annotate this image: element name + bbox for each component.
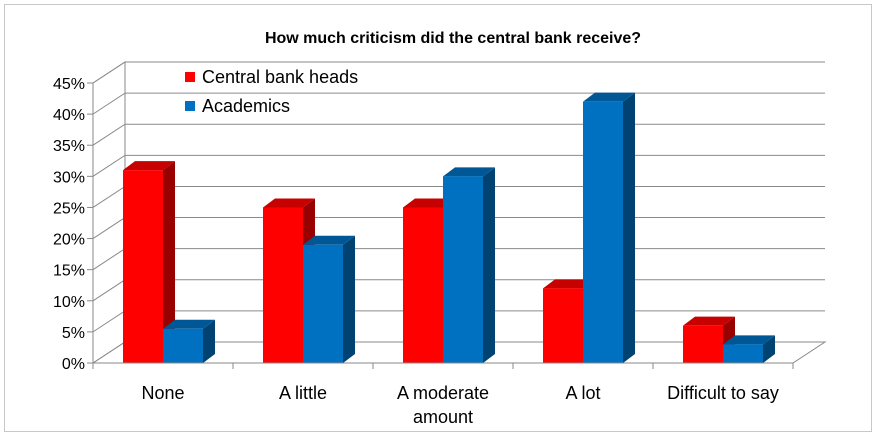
y-tick-label: 30% [53, 169, 85, 186]
y-axis: 0% 5% 10% 15% 20% 25% 30% 35% 40% 45% [53, 76, 94, 373]
x-tick-label-line: A moderate [397, 383, 489, 403]
y-tick-label: 10% [53, 294, 85, 311]
bar-front [123, 170, 163, 363]
x-tick-label: None [141, 383, 184, 403]
x-tick-label-line: Difficult to say [667, 383, 779, 403]
legend-label: Academics [202, 96, 290, 116]
bar [303, 235, 355, 363]
x-tick-label-line: A lot [565, 383, 600, 403]
x-tick-label: A little [279, 383, 327, 403]
bar [443, 167, 495, 363]
legend: Central bank heads Academics [185, 67, 358, 116]
bar [163, 319, 215, 363]
bar [123, 161, 175, 363]
x-tick-label: A lot [565, 383, 600, 403]
y-tick-label: 20% [53, 232, 85, 249]
bar-chart: How much criticism did the central bank … [53, 30, 827, 427]
y-tick-label: 25% [53, 200, 85, 217]
bar-front [543, 288, 583, 363]
bar-top [403, 198, 455, 208]
x-tick-label: A moderate amount [397, 383, 489, 427]
bar [683, 316, 735, 363]
y-tick-label: 5% [62, 325, 85, 342]
bar-front [683, 325, 723, 363]
bar-front [163, 328, 203, 363]
gridline [92, 92, 825, 115]
bar-top [263, 198, 315, 208]
bar [583, 92, 635, 364]
bar-front [403, 207, 443, 363]
bar-side [343, 235, 355, 363]
legend-label: Central bank heads [202, 67, 358, 87]
gridline [92, 61, 825, 84]
bar-top [683, 316, 735, 326]
bar-side [163, 161, 175, 363]
bar-side [203, 319, 215, 363]
bar-top [163, 319, 215, 329]
y-tick-label: 35% [53, 138, 85, 155]
x-axis: None A little A moderate amount A lot Difficu… [92, 362, 794, 427]
x-tick-label-line: None [141, 383, 184, 403]
bar-side [623, 92, 635, 364]
y-tick-label: 40% [53, 107, 85, 124]
bar-top [583, 92, 635, 102]
side-wall [92, 61, 126, 364]
bars [123, 92, 775, 364]
x-tick-label-line: amount [413, 407, 473, 427]
bar-front [443, 176, 483, 363]
bar-front [723, 344, 763, 363]
bar-front [303, 244, 343, 363]
bar-front [583, 101, 623, 364]
x-tick-label: Difficult to say [667, 383, 779, 403]
chart-title: How much criticism did the central bank … [265, 30, 641, 47]
bar-top [543, 279, 595, 289]
y-tick-label: 15% [53, 263, 85, 280]
gridline [92, 123, 825, 146]
bar [723, 335, 775, 363]
y-tick-label: 45% [53, 76, 85, 93]
bar-top [123, 161, 175, 171]
bar-top [303, 235, 355, 245]
chart-frame: How much criticism did the central bank … [4, 4, 872, 432]
bar-top [443, 167, 495, 177]
bar-top [723, 335, 775, 345]
bar-side [483, 167, 495, 363]
bar-side [763, 335, 775, 363]
legend-swatch [185, 101, 195, 111]
legend-swatch [185, 72, 195, 82]
x-tick-label-line: A little [279, 383, 327, 403]
bar-front [263, 207, 303, 363]
y-tick-label: 0% [62, 356, 85, 373]
